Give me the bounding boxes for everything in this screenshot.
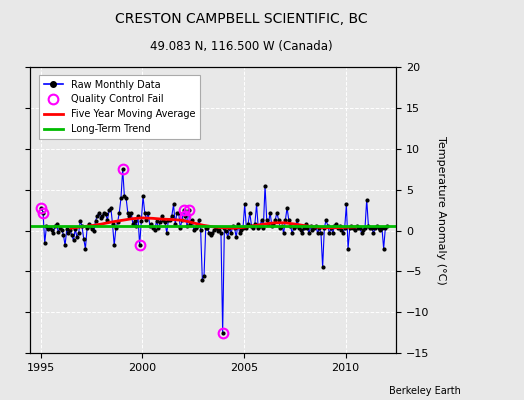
Y-axis label: Temperature Anomaly (°C): Temperature Anomaly (°C) <box>436 136 446 284</box>
Text: 49.083 N, 116.500 W (Canada): 49.083 N, 116.500 W (Canada) <box>150 40 332 53</box>
Text: Berkeley Earth: Berkeley Earth <box>389 386 461 396</box>
Text: CRESTON CAMPBELL SCIENTIFIC, BC: CRESTON CAMPBELL SCIENTIFIC, BC <box>115 12 367 26</box>
Legend: Raw Monthly Data, Quality Control Fail, Five Year Moving Average, Long-Term Tren: Raw Monthly Data, Quality Control Fail, … <box>39 75 200 139</box>
